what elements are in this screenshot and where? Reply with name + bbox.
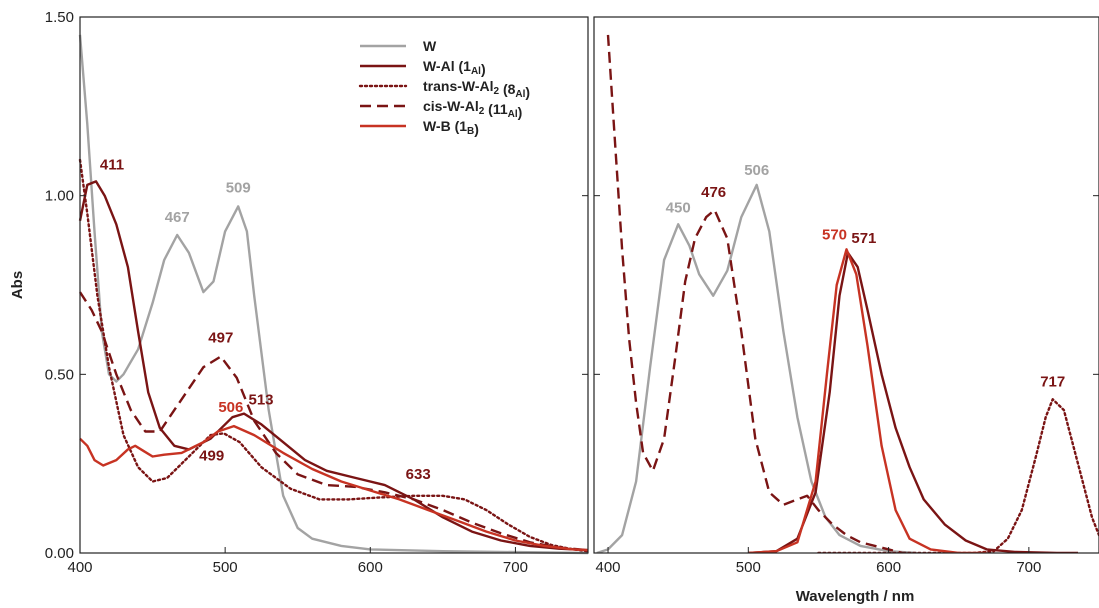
series-line-w-al xyxy=(748,251,1078,553)
legend-label-w-al: W-Al (1Al) xyxy=(423,58,486,77)
series-line-trans-w-al2 xyxy=(817,398,1099,553)
peak-label-476: 476 xyxy=(701,184,726,201)
peak-label-633: 633 xyxy=(406,466,431,483)
legend: W W-Al (1Al)trans-W-Al2 (8Al)cis-W-Al2 (1… xyxy=(358,38,530,137)
peak-label-411: 411 xyxy=(100,156,124,173)
left-plot-panel: 400 500 600 700 0.00 0.50 1.00 1.50 411 467 509 49… xyxy=(9,9,590,576)
x-tick-label: 600 xyxy=(876,559,901,576)
peak-label-509: 509 xyxy=(226,179,251,196)
peak-label-497: 497 xyxy=(208,329,233,346)
series-line-cis-w-al2 xyxy=(606,34,903,553)
peak-label-467: 467 xyxy=(165,209,190,226)
series-line-cis-w-al2 xyxy=(78,291,589,552)
peak-label-717: 717 xyxy=(1040,373,1065,390)
y-tick-label: 0.00 xyxy=(45,545,74,562)
peak-label-499: 499 xyxy=(199,447,224,464)
legend-label-w-b: W-B (1B) xyxy=(423,118,479,137)
x-tick-label: 700 xyxy=(1016,559,1041,576)
legend-label-trans-w-al2: trans-W-Al2 (8Al) xyxy=(423,78,530,100)
x-axis-label: Wavelength / nm xyxy=(796,588,915,605)
right-plot-frame xyxy=(593,16,1099,554)
x-tick-label: 400 xyxy=(67,559,92,576)
x-tick-label: 700 xyxy=(503,559,528,576)
x-tick-label: 500 xyxy=(736,559,761,576)
x-tick-label: 600 xyxy=(358,559,383,576)
x-tick-label: 400 xyxy=(596,559,621,576)
peak-label-513: 513 xyxy=(248,392,273,409)
right-plot-panel: 400 500 600 700 450 476 506 570 571 717 Waveleng… xyxy=(593,16,1099,605)
series-line-w xyxy=(596,183,917,553)
x-tick-label: 500 xyxy=(213,559,238,576)
peak-label-570: 570 xyxy=(822,226,847,243)
peak-label-450: 450 xyxy=(666,199,691,216)
y-axis-label: Abs xyxy=(9,271,26,299)
series-line-w-b xyxy=(79,424,589,552)
series-line-w-b xyxy=(748,248,987,553)
y-tick-label: 1.00 xyxy=(45,188,74,205)
series-line-trans-w-al2 xyxy=(78,158,590,553)
peak-label-506: 506 xyxy=(218,399,243,416)
peak-label-506: 506 xyxy=(744,162,769,179)
series-line-w-al xyxy=(78,180,589,552)
left-plot-frame xyxy=(79,16,589,554)
legend-label-w: W xyxy=(423,38,437,54)
y-tick-label: 0.50 xyxy=(45,366,74,383)
y-tick-label: 1.50 xyxy=(45,9,74,26)
peak-label-571: 571 xyxy=(851,230,876,247)
legend-label-cis-w-al2: cis-W-Al2 (11Al) xyxy=(423,98,522,120)
